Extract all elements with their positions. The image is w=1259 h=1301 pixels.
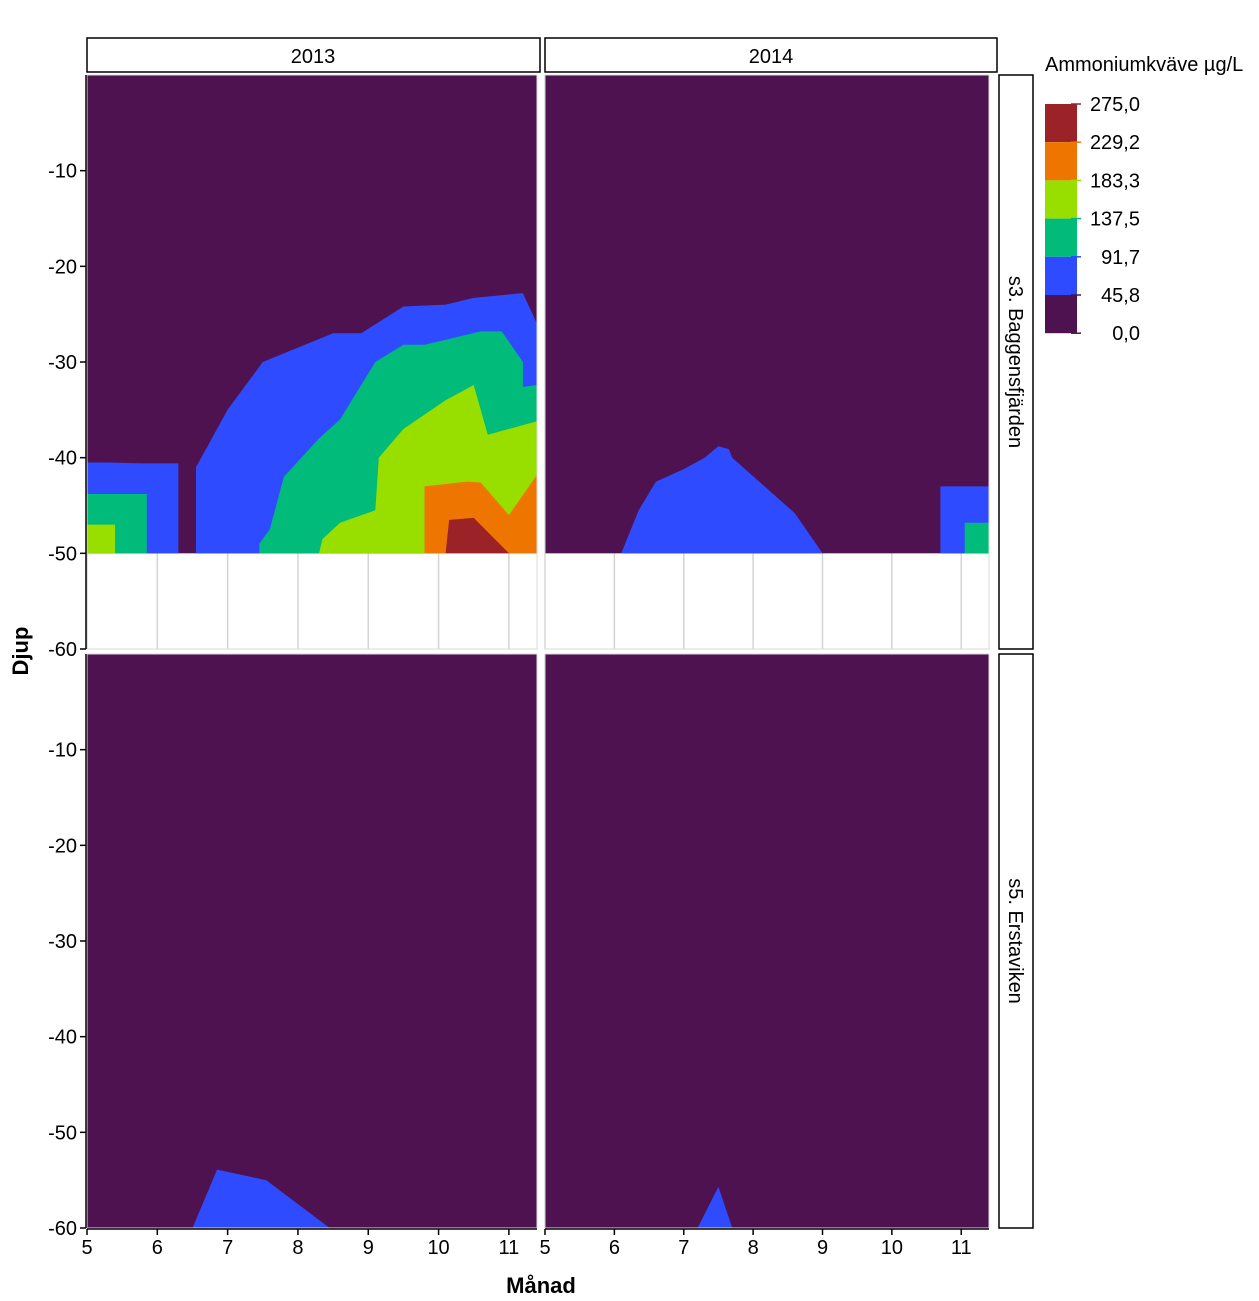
y-tick-label: -10 xyxy=(48,740,77,762)
contour-region xyxy=(445,517,509,554)
y-tick-label: -40 xyxy=(48,448,77,470)
y-tick-label: -30 xyxy=(48,931,77,953)
x-tick-label: 10 xyxy=(427,1237,449,1259)
panels xyxy=(86,74,990,1229)
legend-swatch xyxy=(1045,295,1077,334)
y-tick-label: -50 xyxy=(48,543,77,565)
panel-border xyxy=(86,653,538,1229)
legend-swatch xyxy=(1045,256,1077,295)
contour-region xyxy=(87,524,116,554)
legend-break-label: 275,0 xyxy=(1090,94,1140,116)
x-tick-label: 8 xyxy=(748,1237,759,1259)
facet-strip-2014 xyxy=(544,37,998,73)
contour-base-fill xyxy=(545,75,989,554)
contour-region xyxy=(621,446,823,554)
x-tick-label: 6 xyxy=(609,1237,620,1259)
legend-break-label: 0,0 xyxy=(1112,323,1140,345)
panel-erstaviken-2013 xyxy=(86,653,538,1229)
contour-base-fill xyxy=(87,654,537,1228)
y-tick-label: -20 xyxy=(48,256,77,278)
y-tick-label: -30 xyxy=(48,352,77,374)
contour-base-fill xyxy=(545,654,989,1228)
facet-label-2013: 2013 xyxy=(291,46,336,68)
legend-break-label: 183,3 xyxy=(1090,170,1140,192)
panel-erstaviken-2014 xyxy=(544,653,990,1229)
contour-region xyxy=(697,1186,733,1228)
contour-region xyxy=(964,522,989,554)
facet-label-erstaviken: s5. Erstaviken xyxy=(1004,878,1026,1004)
x-tick-label: 10 xyxy=(881,1237,903,1259)
legend-title: Ammoniumkväve µg/L xyxy=(1045,54,1243,76)
y-tick-label: -60 xyxy=(48,639,77,661)
x-tick-label: 5 xyxy=(81,1237,92,1259)
x-tick-label: 9 xyxy=(363,1237,374,1259)
legend-break-label: 229,2 xyxy=(1090,132,1140,154)
legend-swatch xyxy=(1045,104,1077,143)
panel-border xyxy=(86,74,538,650)
legend-break-label: 91,7 xyxy=(1101,247,1140,269)
y-tick-label: -60 xyxy=(48,1218,77,1240)
x-tick-label: 8 xyxy=(292,1237,303,1259)
contour-region xyxy=(192,1169,330,1228)
legend-break-label: 45,8 xyxy=(1101,285,1140,307)
facet-strip-baggensfjarden xyxy=(998,74,1034,650)
panel-border xyxy=(544,653,990,1229)
panel-border xyxy=(544,74,990,650)
x-tick-label: 11 xyxy=(951,1237,972,1259)
panel-baggensfjrden-2013 xyxy=(86,74,538,650)
legend-swatch xyxy=(1045,142,1077,181)
y-tick-label: -20 xyxy=(48,835,77,857)
legend-swatch xyxy=(1045,218,1077,257)
facet-label-baggensfjarden: s3. Baggensfjärden xyxy=(1004,276,1026,448)
legend-swatch xyxy=(1045,180,1077,219)
y-tick-label: -50 xyxy=(48,1122,77,1144)
x-axis-title: Månad xyxy=(506,1273,576,1298)
y-tick-label: -10 xyxy=(48,161,77,183)
panel-baggensfjrden-2014 xyxy=(544,74,990,650)
facet-strip-erstaviken xyxy=(998,653,1034,1229)
legend: 275,0 229,2 183,3 137,5 91,7 45,8 0,0 xyxy=(1045,94,1140,345)
facet-label-2014: 2014 xyxy=(749,46,794,68)
x-tick-label: 9 xyxy=(817,1237,828,1259)
x-tick-label: 7 xyxy=(222,1237,233,1259)
x-tick-label: 11 xyxy=(498,1237,519,1259)
axes: -60 -50 -40 -30 -20 -10 -60 -50 -40 -30 -20 -10 5 6 7 8… xyxy=(48,75,989,1259)
y-tick-label: -40 xyxy=(48,1027,77,1049)
x-tick-label: 6 xyxy=(152,1237,163,1259)
x-tick-label: 7 xyxy=(678,1237,689,1259)
x-tick-label: 5 xyxy=(539,1237,550,1259)
y-axis-title: Djup xyxy=(8,627,33,676)
facet-strip-2013 xyxy=(86,37,541,73)
legend-break-label: 137,5 xyxy=(1090,209,1140,231)
